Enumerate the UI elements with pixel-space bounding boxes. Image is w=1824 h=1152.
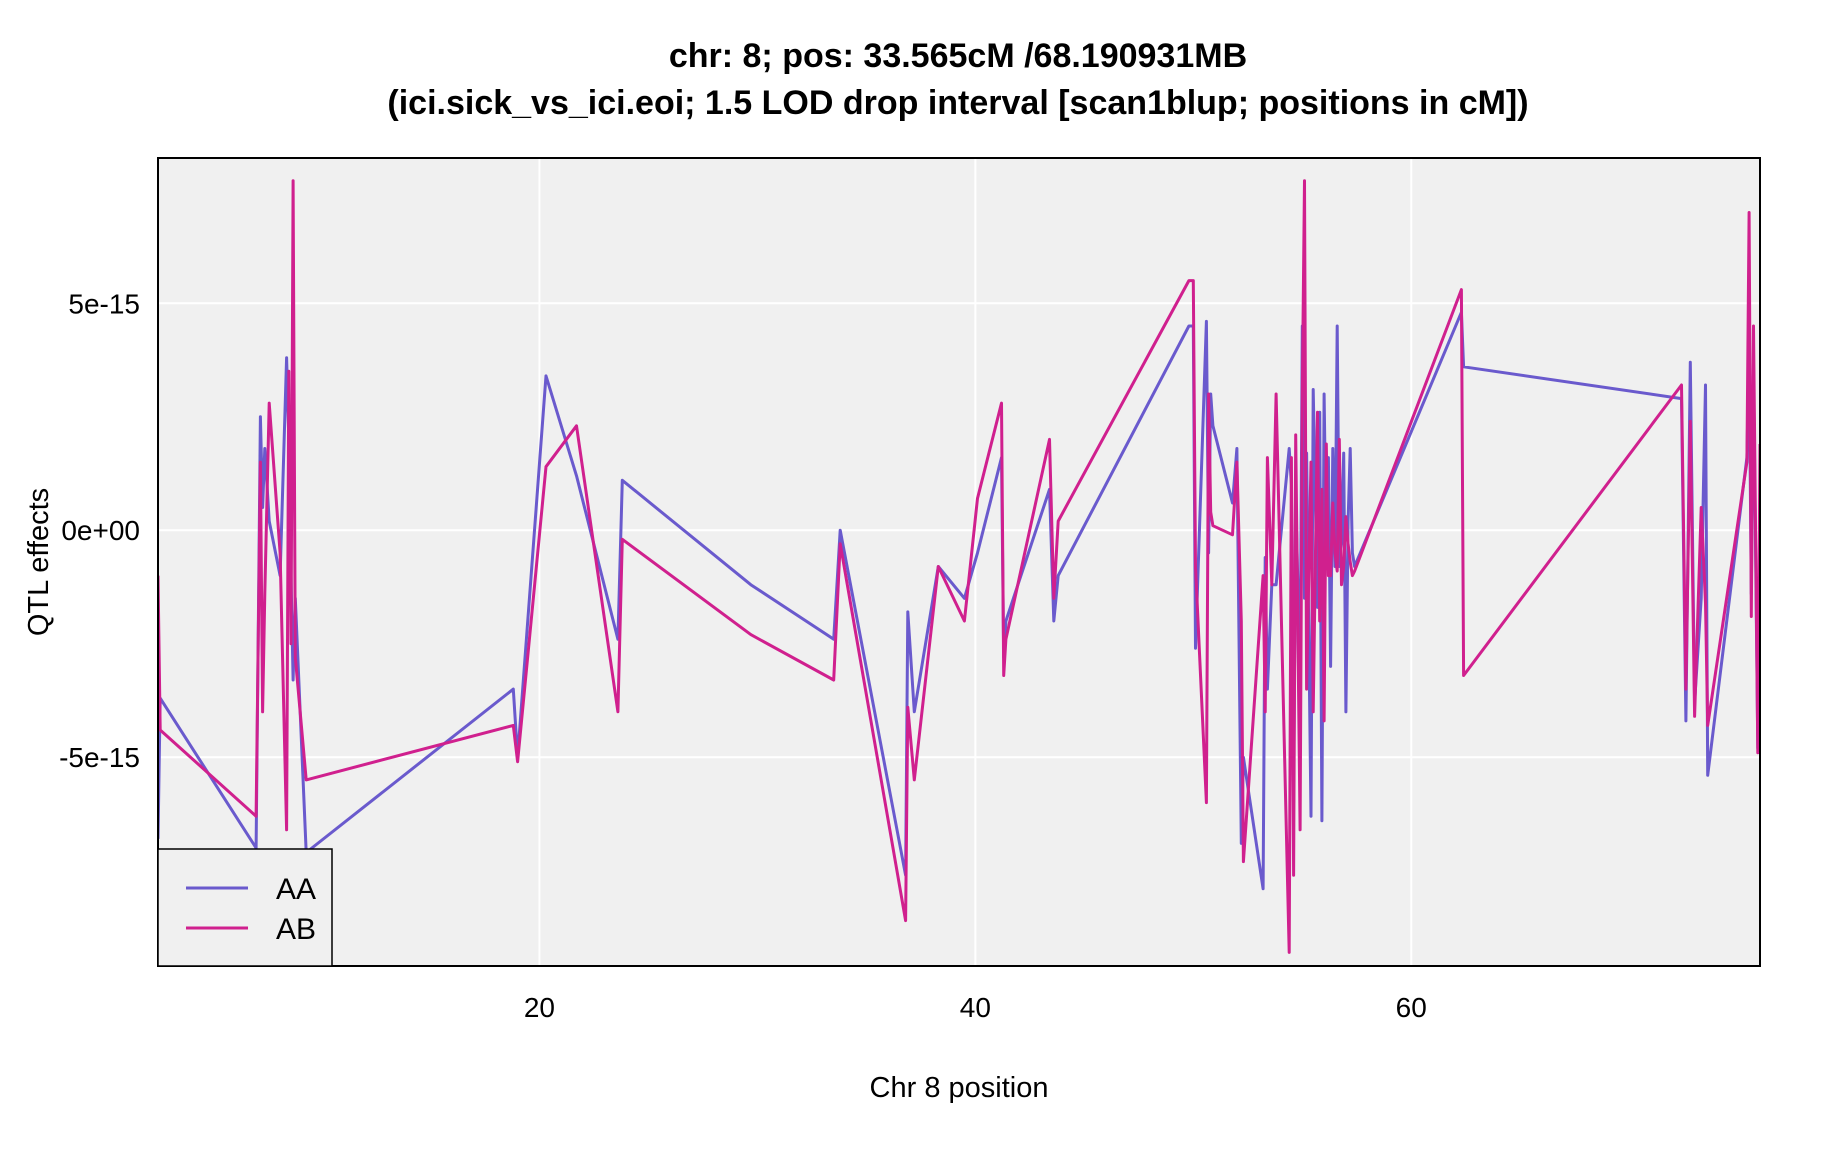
x-tick-label: 60: [1396, 992, 1427, 1023]
plot-background: [158, 158, 1760, 966]
x-tick-label: 40: [960, 992, 991, 1023]
chart-subtitle: (ici.sick_vs_ici.eoi; 1.5 LOD drop inter…: [387, 84, 1528, 122]
y-axis-label: QTL effects: [23, 488, 55, 636]
y-tick-label: 5e-15: [68, 288, 140, 319]
x-axis-ticks: 20 40 60: [524, 992, 1427, 1023]
series-line-ab: [158, 179, 1760, 954]
legend: AA AB: [157, 848, 333, 967]
legend-box: [157, 848, 333, 967]
y-tick-label: -5e-15: [59, 742, 140, 773]
x-tick-label: 20: [524, 992, 555, 1023]
y-tick-label: 0e+00: [61, 515, 140, 546]
chart-title: chr: 8; pos: 33.565cM /68.190931MB: [669, 37, 1247, 75]
plot-frame: [157, 157, 1761, 967]
y-axis-ticks: -5e-15 0e+00 5e-15: [59, 288, 140, 773]
series-line-aa: [158, 310, 1760, 891]
series-layer: [158, 179, 1760, 954]
x-axis-label: Chr 8 position: [870, 1072, 1049, 1104]
legend-label-ab: AB: [276, 913, 316, 946]
legend-label-aa: AA: [276, 873, 316, 906]
